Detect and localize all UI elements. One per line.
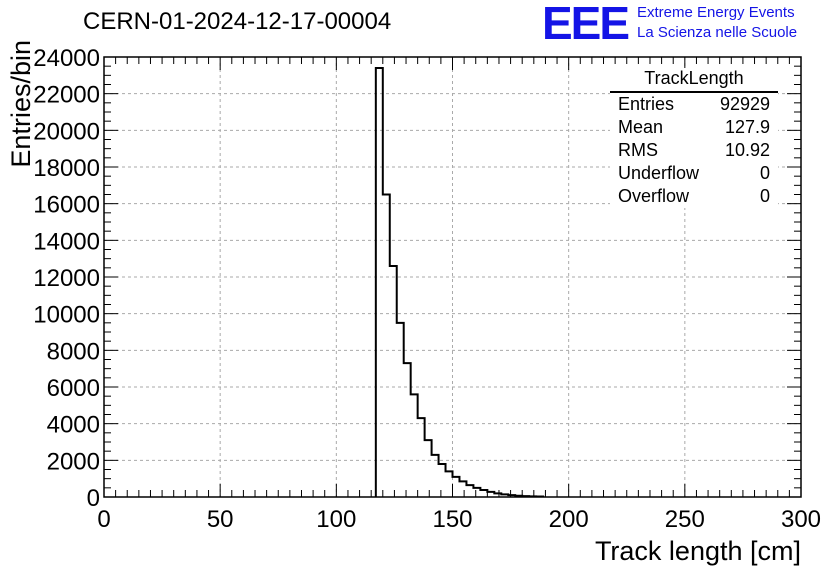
y-tick-label: 12000 [33, 265, 100, 292]
tick-marks [103, 56, 802, 498]
x-tick-label: 200 [549, 506, 589, 533]
y-tick-label: 10000 [33, 302, 100, 329]
y-tick-label: 16000 [33, 192, 100, 219]
y-tick-label: 24000 [33, 45, 100, 72]
y-tick-label: 8000 [47, 338, 100, 365]
grid-layer [104, 57, 801, 497]
stats-row-overflow: Overflow 0 [610, 185, 778, 208]
histogram-bin [404, 363, 411, 497]
histogram-bin [397, 323, 404, 497]
histogram-bin [425, 440, 432, 497]
run-title: CERN-01-2024-12-17-00004 [83, 8, 392, 35]
y-tick-label: 22000 [33, 82, 100, 109]
histogram-bin [446, 471, 453, 497]
x-tick-label: 300 [781, 506, 821, 533]
stats-label: Underflow [618, 163, 700, 183]
logo-caption-line1: Extreme Energy Events [637, 4, 795, 21]
stats-box: TrackLength Entries 92929 Mean 127.9 RMS… [610, 68, 778, 208]
eee-logo: EEE [542, 0, 630, 49]
stats-label: RMS [618, 140, 658, 160]
y-tick-label: 4000 [47, 412, 100, 439]
histogram-bars [374, 67, 545, 498]
histogram-outline [374, 67, 545, 498]
histogram-bin [453, 477, 460, 497]
histogram-bin [459, 481, 466, 497]
stats-label: Overflow [618, 186, 690, 206]
y-tick-label: 6000 [47, 375, 100, 402]
y-tick-label: 20000 [33, 118, 100, 145]
stats-row-rms: RMS 10.92 [610, 139, 778, 162]
x-axis-label: Track length [cm] [595, 536, 801, 566]
stats-row-entries: Entries 92929 [610, 93, 778, 116]
stats-value: 0 [759, 163, 770, 183]
stats-label: Mean [618, 117, 664, 137]
y-tick-label: 14000 [33, 228, 100, 255]
histogram-bin [411, 394, 418, 497]
histogram-bin [376, 68, 383, 497]
histogram-bin [418, 418, 425, 497]
stats-value: 10.92 [724, 140, 770, 160]
logo-caption-line2: La Scienza nelle Scuole [637, 24, 798, 41]
histogram-bin [390, 266, 397, 497]
stats-title: TrackLength [610, 68, 778, 93]
x-tick-label: 100 [316, 506, 356, 533]
tick-labels: 0 50 100 150 200 250 300 0 2000 4000 6000 8000 10000… [33, 45, 821, 533]
histogram-bin [473, 488, 480, 497]
stats-row-underflow: Underflow 0 [610, 162, 778, 185]
y-tick-label: 2000 [47, 448, 100, 475]
stats-label: Entries [618, 94, 675, 114]
stats-value: 127.9 [724, 117, 770, 137]
stats-value: 92929 [719, 94, 770, 114]
histogram-bin [439, 464, 446, 497]
y-tick-label: 0 [87, 485, 100, 512]
histogram-bin [466, 485, 473, 497]
x-tick-label: 0 [97, 506, 110, 533]
histogram-bin [480, 490, 487, 497]
x-tick-label: 150 [432, 506, 472, 533]
stats-value: 0 [759, 186, 770, 206]
y-axis-label: Entries/bin [6, 40, 36, 168]
x-tick-label: 50 [207, 506, 234, 533]
x-tick-label: 250 [665, 506, 705, 533]
y-tick-label: 18000 [33, 155, 100, 182]
histogram-bin [432, 455, 439, 497]
stats-row-mean: Mean 127.9 [610, 116, 778, 139]
